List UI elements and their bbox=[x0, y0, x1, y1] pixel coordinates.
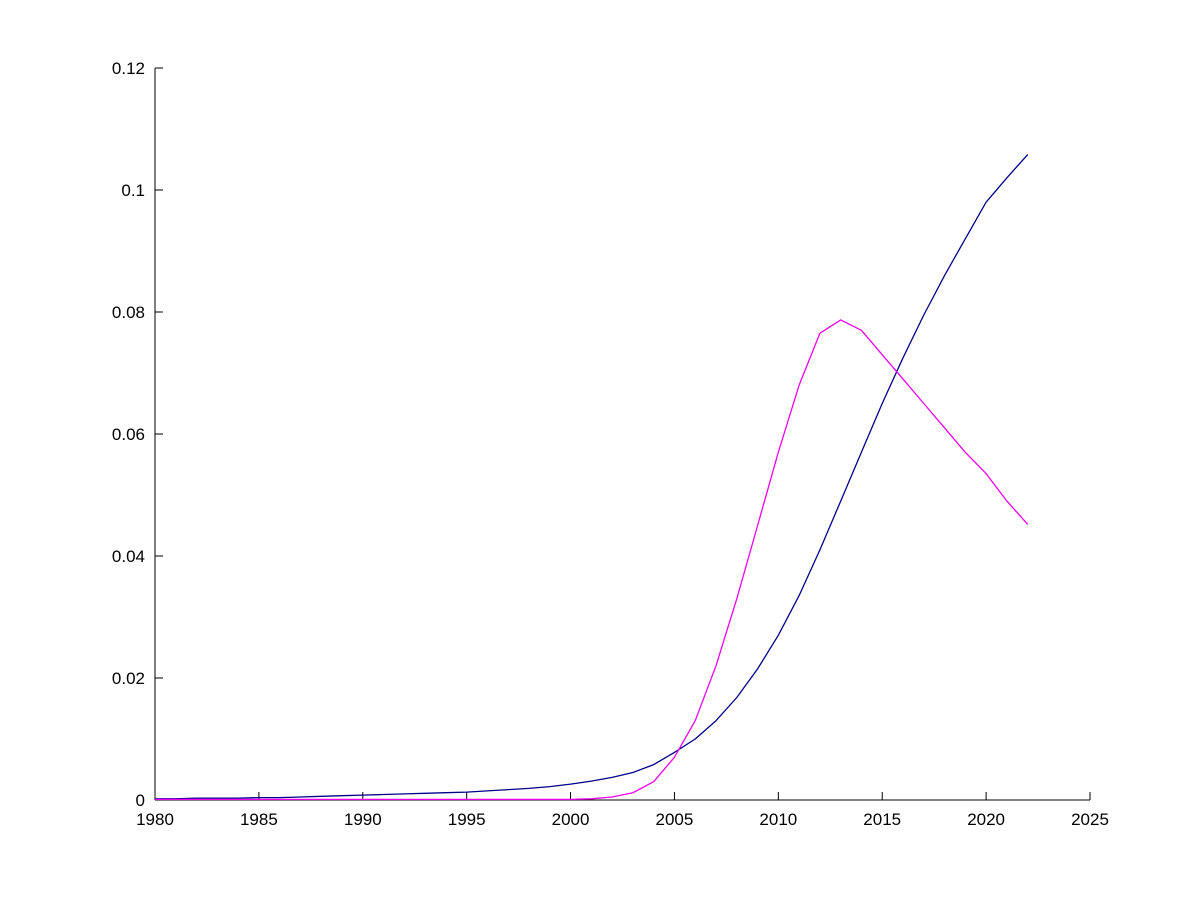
y-tick-label: 0.04 bbox=[112, 547, 145, 566]
x-tick-label: 1990 bbox=[344, 810, 382, 829]
y-tick-label: 0.02 bbox=[112, 669, 145, 688]
x-tick-label: 2005 bbox=[656, 810, 694, 829]
x-tick-label: 2025 bbox=[1071, 810, 1109, 829]
y-tick-label: 0.12 bbox=[112, 59, 145, 78]
x-tick-label: 2000 bbox=[552, 810, 590, 829]
x-tick-label: 1995 bbox=[448, 810, 486, 829]
x-tick-label: 2010 bbox=[759, 810, 797, 829]
y-tick-label: 0 bbox=[136, 791, 145, 810]
x-tick-label: 2015 bbox=[863, 810, 901, 829]
y-tick-label: 0.06 bbox=[112, 425, 145, 444]
x-tick-label: 2020 bbox=[967, 810, 1005, 829]
y-tick-label: 0.08 bbox=[112, 303, 145, 322]
x-tick-label: 1980 bbox=[136, 810, 174, 829]
blue-line bbox=[155, 154, 1029, 800]
magenta-line bbox=[155, 319, 1029, 801]
y-tick-label: 0.1 bbox=[121, 181, 145, 200]
x-tick-label: 1985 bbox=[240, 810, 278, 829]
